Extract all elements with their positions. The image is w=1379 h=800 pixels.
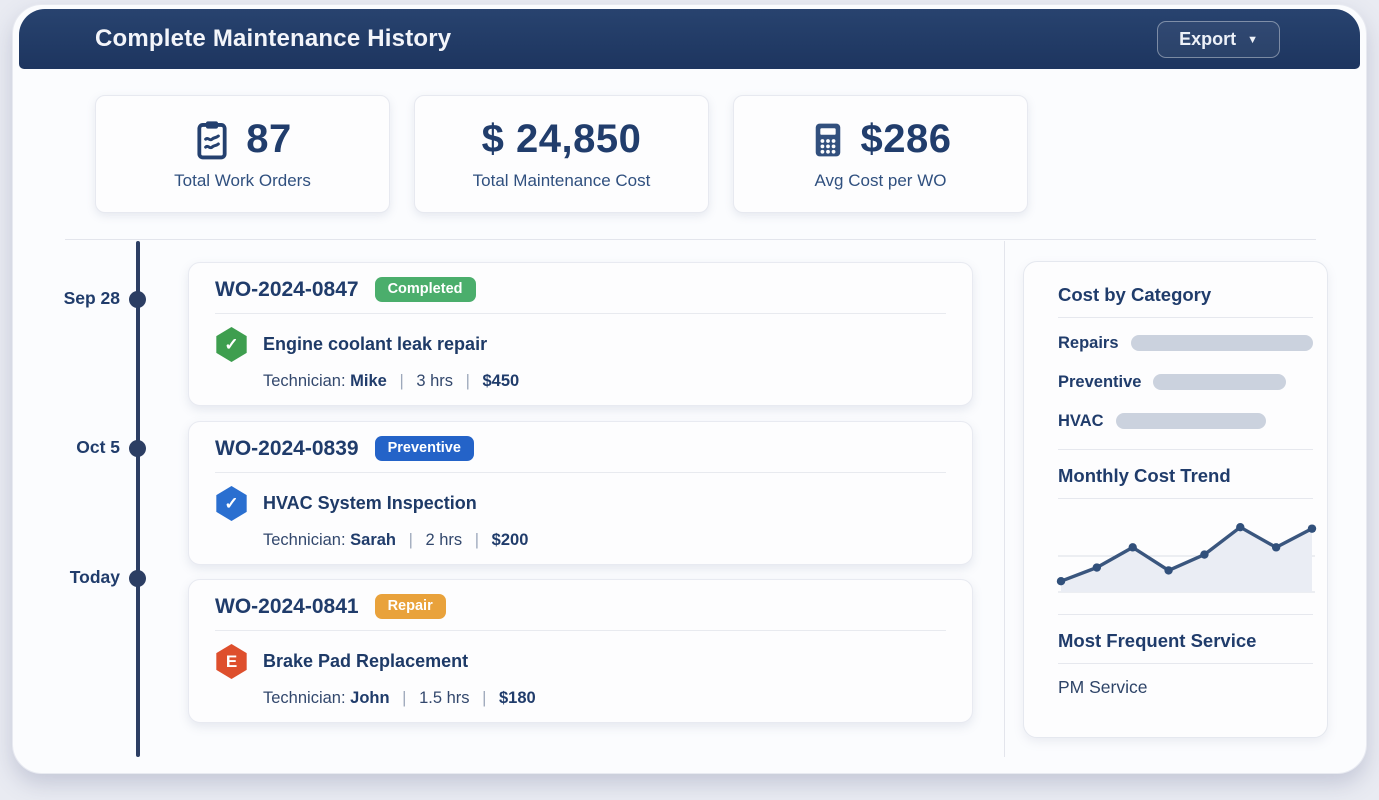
cost-value: $180 <box>499 689 536 707</box>
stat-label-avg-cost: Avg Cost per WO <box>814 171 947 190</box>
panel-divider <box>1058 317 1313 318</box>
bar-track <box>1130 335 1313 351</box>
category-bar-row-repairs: Repairs <box>1058 331 1313 355</box>
work-order-card-2[interactable]: WO-2024-0839 Preventive ✓ HVAC System In… <box>188 421 973 565</box>
export-button[interactable]: Export ▼ <box>1157 20 1280 58</box>
most-frequent-service-value: PM Service <box>1058 677 1148 697</box>
work-order-number: WO-2024-0841 <box>215 594 359 618</box>
category-label: Preventive <box>1058 372 1142 391</box>
stats-row: 87 Total Work Orders $ 24,850 Total Main… <box>95 95 1028 213</box>
work-order-meta: Technician: Mike | 3 hrs | $450 <box>215 372 946 391</box>
stat-card-total-work-orders: 87 Total Work Orders <box>95 95 390 213</box>
card-divider <box>215 313 946 314</box>
bar-track <box>1153 374 1287 390</box>
status-icon-glyph: E <box>225 651 238 671</box>
hours-value: 2 hrs <box>425 531 463 549</box>
timeline-dot-2 <box>129 440 146 457</box>
technician-name: Sarah <box>350 531 397 549</box>
clipboard-check-icon <box>193 119 231 161</box>
separator: | <box>402 689 407 707</box>
stat-card-total-cost: $ 24,850 Total Maintenance Cost <box>414 95 709 213</box>
alert-hexagon-icon: E <box>216 644 247 679</box>
stat-label-total-cost: Total Maintenance Cost <box>472 171 651 190</box>
timeline-date-3: Today <box>69 567 120 587</box>
stat-value-total-work-orders: 87 <box>246 117 292 161</box>
work-order-card-1[interactable]: WO-2024-0847 Completed ✓ Engine coolant … <box>188 262 973 406</box>
page-title: Complete Maintenance History <box>95 25 452 52</box>
separator: | <box>465 372 470 390</box>
analytics-panel: Cost by Category Repairs Preventive HVAC… <box>1023 261 1328 738</box>
check-shield-icon: ✓ <box>216 327 247 362</box>
export-button-label: Export <box>1179 28 1237 49</box>
technician-label: Technician: <box>263 372 346 390</box>
category-label: Repairs <box>1058 333 1119 352</box>
work-order-number: WO-2024-0847 <box>215 277 359 301</box>
separator: | <box>399 372 404 390</box>
cost-by-category-chart: Repairs Preventive HVAC <box>1058 331 1313 433</box>
technician-name: John <box>350 689 390 707</box>
stat-card-avg-cost: $286 Avg Cost per WO <box>733 95 1028 213</box>
panel-divider <box>1058 663 1313 664</box>
work-order-card-3[interactable]: WO-2024-0841 Repair E Brake Pad Replacem… <box>188 579 973 723</box>
technician-label: Technician: <box>263 689 346 707</box>
card-divider <box>215 630 946 631</box>
category-bar-row-hvac: HVAC <box>1058 409 1313 433</box>
technician-label: Technician: <box>263 531 346 549</box>
separator: | <box>482 689 487 707</box>
calculator-icon <box>810 120 846 160</box>
most-frequent-service-title: Most Frequent Service <box>1058 630 1257 651</box>
panel-divider <box>1058 449 1313 450</box>
stat-value-avg-cost: $286 <box>860 117 952 161</box>
panel-divider <box>1058 614 1313 615</box>
work-order-title: HVAC System Inspection <box>263 493 477 513</box>
timeline-date-1: Sep 28 <box>63 288 120 308</box>
separator: | <box>474 531 480 549</box>
hours-value: 1.5 hrs <box>419 689 470 707</box>
timeline-line <box>136 241 140 757</box>
timeline-dot-3 <box>129 570 146 587</box>
category-label: HVAC <box>1058 411 1104 430</box>
cost-by-category-title: Cost by Category <box>1058 284 1212 305</box>
stat-label-total-work-orders: Total Work Orders <box>174 171 311 190</box>
technician-name: Mike <box>350 372 387 390</box>
work-order-title: Engine coolant leak repair <box>263 334 488 354</box>
panel-divider <box>1058 498 1313 499</box>
cost-value: $450 <box>482 372 520 390</box>
stats-divider <box>65 239 1316 240</box>
card-divider <box>215 472 946 473</box>
category-bar-row-preventive: Preventive <box>1058 370 1313 394</box>
hours-value: 3 hrs <box>416 372 454 390</box>
monthly-cost-trend-chart <box>1056 512 1317 598</box>
header-bar: Complete Maintenance History Export ▼ <box>19 9 1360 69</box>
timeline-dot-1 <box>129 291 146 308</box>
status-icon-glyph: ✓ <box>224 334 239 354</box>
cost-value: $200 <box>491 531 529 549</box>
status-badge: Repair <box>374 594 446 619</box>
dashboard-frame: Complete Maintenance History Export ▼ 87… <box>12 4 1367 774</box>
timeline-date-2: Oct 5 <box>76 437 120 457</box>
bar-track <box>1115 413 1266 429</box>
status-badge: Preventive <box>374 436 474 461</box>
separator: | <box>408 531 413 549</box>
column-divider <box>1004 241 1005 757</box>
status-icon-glyph: ✓ <box>224 493 239 513</box>
work-order-meta: Technician: Sarah | 2 hrs | $200 <box>215 531 946 550</box>
chevron-down-icon: ▼ <box>1247 34 1258 46</box>
status-badge: Completed <box>374 277 476 302</box>
monthly-cost-trend-title: Monthly Cost Trend <box>1058 465 1231 486</box>
stat-value-total-cost: $ 24,850 <box>481 117 642 161</box>
work-order-meta: Technician: John | 1.5 hrs | $180 <box>215 689 946 708</box>
work-order-number: WO-2024-0839 <box>215 436 359 460</box>
check-shield-icon: ✓ <box>216 486 247 521</box>
work-order-title: Brake Pad Replacement <box>263 651 469 671</box>
